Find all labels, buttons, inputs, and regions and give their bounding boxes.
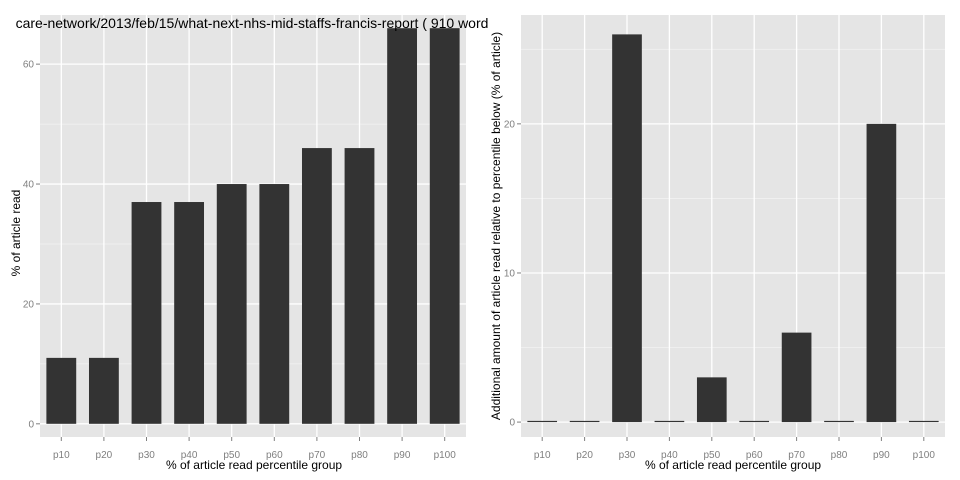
left-chart-y-tick-label: 20 bbox=[23, 299, 35, 310]
right-chart-x-tick-label: p90 bbox=[873, 450, 890, 461]
right-chart-x-tick-label: p60 bbox=[746, 450, 763, 461]
right-chart-y-tick-label: 20 bbox=[504, 119, 516, 130]
left-chart-x-tick-label: p20 bbox=[96, 450, 113, 461]
right-chart-bar-p90 bbox=[866, 123, 897, 423]
right-chart-x-tick-label: p70 bbox=[788, 450, 805, 461]
left-chart-x-tick-label: p80 bbox=[351, 450, 368, 461]
left-chart-x-tick-label: p70 bbox=[309, 450, 326, 461]
right-chart-y-axis-title: Additional amount of article read relati… bbox=[489, 32, 503, 420]
left-chart-x-tick-label: p90 bbox=[394, 450, 411, 461]
right-chart-bar-p40 bbox=[654, 420, 685, 423]
left-chart-x-axis-title: % of article read percentile group bbox=[166, 458, 342, 472]
left-chart-x-tick-label: p10 bbox=[53, 450, 70, 461]
right-chart-bar-p50 bbox=[696, 377, 727, 423]
left-chart-bar-p90 bbox=[387, 28, 418, 424]
left-chart-bar-p80 bbox=[344, 148, 375, 424]
right-chart-x-tick-label: p30 bbox=[619, 450, 636, 461]
right-chart-bar-p100 bbox=[908, 420, 939, 423]
left-chart-x-tick-label: p50 bbox=[223, 450, 240, 461]
right-chart-x-tick-label: p100 bbox=[913, 450, 936, 461]
right-chart-y-tick-label: 10 bbox=[504, 268, 516, 279]
left-chart-y-tick-label: 60 bbox=[23, 60, 35, 71]
right-chart-bar-p60 bbox=[739, 420, 770, 423]
right-chart-x-tick-label: p40 bbox=[661, 450, 678, 461]
right-chart-bar-p70 bbox=[781, 332, 812, 423]
right-chart-x-axis-title: % of article read percentile group bbox=[645, 458, 821, 472]
left-chart-x-tick-label: p100 bbox=[434, 450, 457, 461]
left-chart-title: care-network/2013/feb/15/what-next-nhs-m… bbox=[16, 15, 489, 31]
left-chart-bar-p60 bbox=[259, 184, 290, 424]
left-chart: 0 20 40 60 p10 p20 p30 p40 p50 p60 p70 p80 p90 p100 bbox=[23, 15, 466, 461]
right-chart-bar-p20 bbox=[569, 420, 600, 423]
right-chart-x-tick-label: p80 bbox=[831, 450, 848, 461]
left-chart-y-tick-label: 0 bbox=[28, 419, 34, 430]
left-chart-y-tick-label: 40 bbox=[23, 180, 35, 191]
right-chart-y-tick-label: 0 bbox=[509, 418, 515, 429]
left-chart-bar-p50 bbox=[216, 184, 247, 424]
left-chart-x-tick-label: p40 bbox=[181, 450, 198, 461]
right-chart-x-tick-label: p10 bbox=[534, 450, 551, 461]
right-chart-bar-p30 bbox=[612, 34, 642, 423]
left-chart-bar-p100 bbox=[429, 28, 460, 424]
left-chart-x-tick-label: p60 bbox=[266, 450, 283, 461]
left-chart-bar-p40 bbox=[174, 202, 205, 424]
right-chart-x-tick-label: p20 bbox=[576, 450, 593, 461]
left-chart-bar-p10 bbox=[46, 357, 77, 424]
right-chart-x-tick-label: p50 bbox=[703, 450, 720, 461]
right-chart: 0 10 20 p10 p20 p30 p40 p50 p60 p70 p80 p90 p100 bbox=[504, 15, 945, 461]
left-chart-bar-p20 bbox=[88, 357, 119, 424]
left-chart-y-axis-title: % of article read bbox=[9, 190, 23, 277]
left-chart-bar-p70 bbox=[301, 148, 332, 424]
right-chart-bar-p10 bbox=[527, 420, 558, 423]
left-chart-bar-p30 bbox=[131, 202, 162, 424]
right-chart-bar-p80 bbox=[824, 420, 854, 423]
left-chart-x-tick-label: p30 bbox=[138, 450, 155, 461]
